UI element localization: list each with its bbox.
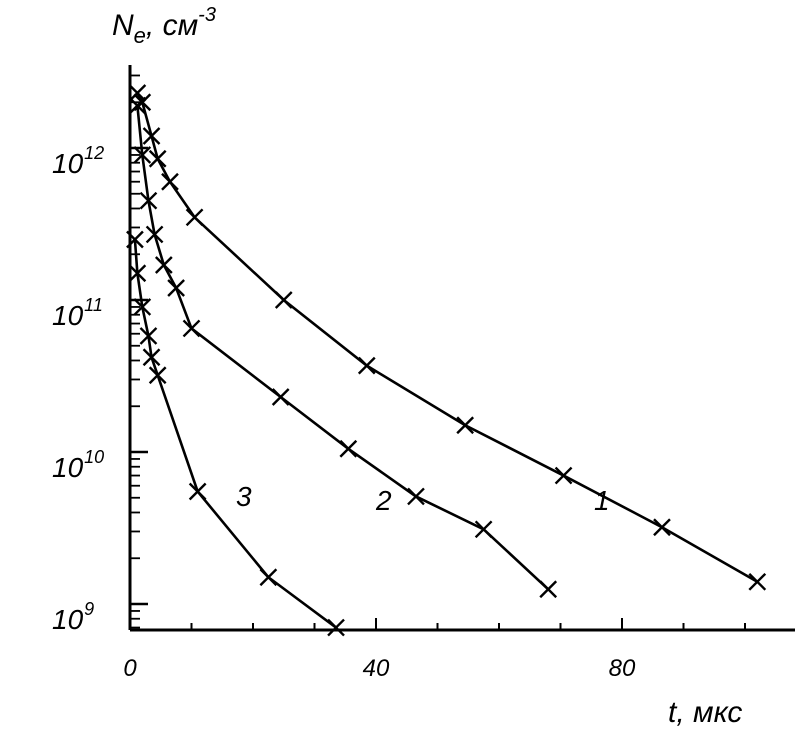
data-point — [182, 319, 201, 338]
y-tick-label: 1011 — [52, 295, 103, 331]
data-point — [126, 230, 144, 249]
data-point — [357, 356, 376, 375]
series-3 — [126, 230, 345, 637]
data-point — [474, 520, 493, 539]
data-point — [456, 416, 475, 435]
x-axis-title: t, мкс — [668, 696, 742, 729]
data-point — [145, 225, 164, 244]
data-point — [339, 439, 358, 458]
data-point — [161, 172, 179, 191]
data-point — [653, 518, 671, 537]
series-layer — [126, 84, 767, 637]
data-point — [748, 572, 767, 591]
series-2 — [128, 96, 558, 599]
data-point — [148, 366, 167, 385]
x-tick-label: 40 — [363, 655, 390, 682]
data-point — [139, 327, 158, 345]
data-point — [133, 298, 152, 316]
series-1 — [128, 84, 767, 591]
data-point — [128, 264, 147, 283]
data-point — [142, 348, 161, 367]
series-line — [133, 239, 337, 629]
data-point — [154, 256, 173, 274]
labels-layer: 0 40 80 109 1010 1011 1012 Ne, см-3 t, мкс 1 2 3 — [52, 4, 742, 729]
x-tick-label: 80 — [609, 655, 636, 682]
data-point — [539, 580, 558, 599]
data-point — [148, 149, 167, 168]
series-label: 1 — [594, 485, 610, 516]
data-point — [133, 146, 152, 164]
axes — [128, 65, 795, 632]
data-point — [327, 618, 345, 637]
data-point — [142, 127, 161, 145]
series-line — [136, 105, 550, 591]
x-tick-label: 0 — [123, 655, 137, 682]
data-point — [185, 208, 204, 227]
y-tick-label: 1012 — [52, 143, 104, 179]
data-point — [271, 388, 290, 406]
data-point — [554, 466, 573, 485]
data-point — [167, 279, 185, 297]
data-point — [274, 291, 293, 309]
y-tick-label: 1010 — [52, 447, 104, 483]
series-line — [136, 92, 758, 583]
series-label: 3 — [236, 481, 252, 512]
data-point — [188, 482, 207, 501]
series-label: 2 — [375, 485, 392, 516]
data-point — [128, 96, 147, 115]
data-point — [128, 84, 147, 102]
data-point — [259, 568, 278, 587]
data-point — [407, 487, 425, 506]
y-tick-label: 109 — [52, 599, 94, 635]
data-point — [139, 191, 158, 210]
y-axis-title: Ne, см-3 — [112, 4, 216, 48]
